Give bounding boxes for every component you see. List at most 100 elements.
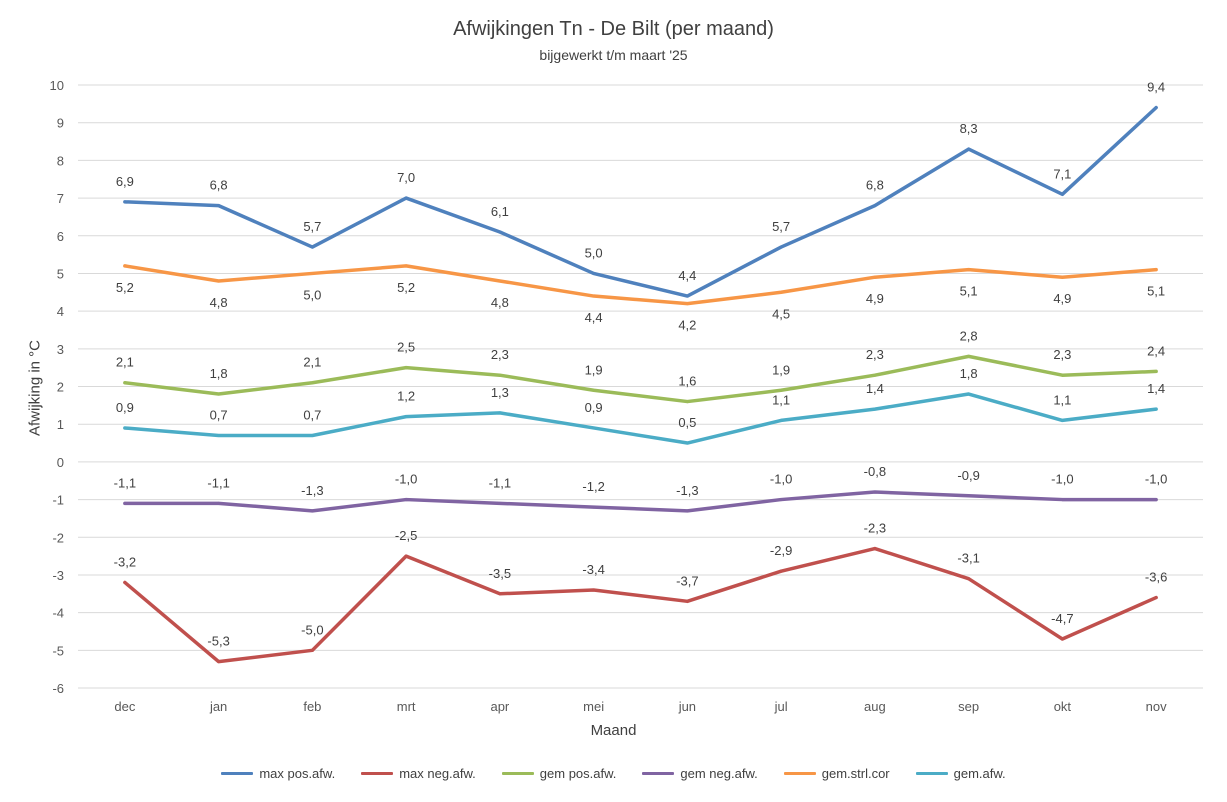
data-point xyxy=(498,230,502,234)
legend-item: gem.strl.cor xyxy=(783,766,890,781)
data-point xyxy=(967,268,971,272)
data-label: -3,5 xyxy=(489,566,511,581)
data-label: 1,1 xyxy=(1053,392,1071,407)
data-point xyxy=(592,271,596,275)
x-tick-label: okt xyxy=(1054,699,1072,714)
legend-label: gem.strl.cor xyxy=(821,766,890,781)
data-point xyxy=(217,501,221,505)
data-label: -1,0 xyxy=(395,472,417,487)
legend-label: gem.afw. xyxy=(953,766,1006,781)
x-tick-label: sep xyxy=(958,699,979,714)
data-point xyxy=(779,388,783,392)
data-point xyxy=(685,400,689,404)
x-tick-label: dec xyxy=(114,699,135,714)
series-line-2 xyxy=(123,546,1158,664)
data-point xyxy=(1060,498,1064,502)
data-label: 4,9 xyxy=(1053,291,1071,306)
series-line-4 xyxy=(123,490,1158,513)
legend-item: max neg.afw. xyxy=(361,766,476,781)
legend-item: max pos.afw. xyxy=(221,766,335,781)
data-point xyxy=(1060,192,1064,196)
data-label: -3,4 xyxy=(582,562,604,577)
y-tick-label: 4 xyxy=(57,304,64,319)
data-point xyxy=(873,407,877,411)
data-label: 2,4 xyxy=(1147,343,1165,358)
series-line-3 xyxy=(123,354,1158,404)
data-point xyxy=(498,373,502,377)
data-label: 6,1 xyxy=(491,204,509,219)
x-tick-label: feb xyxy=(303,699,321,714)
data-point xyxy=(873,204,877,208)
y-tick-label: -2 xyxy=(52,530,64,545)
data-point xyxy=(1154,407,1158,411)
data-label: -3,1 xyxy=(957,551,979,566)
x-tick-label: jun xyxy=(678,699,696,714)
legend-label: gem pos.afw. xyxy=(539,766,617,781)
data-point xyxy=(123,580,127,584)
data-label: 4,2 xyxy=(678,318,696,333)
data-label: 2,1 xyxy=(116,355,134,370)
legend-label: gem neg.afw. xyxy=(680,766,758,781)
data-label: 4,8 xyxy=(491,295,509,310)
data-point xyxy=(592,426,596,430)
data-label: 1,4 xyxy=(1147,381,1165,396)
data-label: 1,9 xyxy=(585,362,603,377)
x-tick-label: apr xyxy=(490,699,509,714)
series-lines xyxy=(123,105,1158,664)
legend-swatch xyxy=(361,772,394,775)
data-point xyxy=(123,501,127,505)
data-label: -3,7 xyxy=(676,573,698,588)
data-label: 2,3 xyxy=(866,347,884,362)
data-label: -1,3 xyxy=(301,483,323,498)
data-label: 1,9 xyxy=(772,362,790,377)
data-label: -1,0 xyxy=(1145,472,1167,487)
data-label: 5,2 xyxy=(116,280,134,295)
data-label: 0,7 xyxy=(303,407,321,422)
data-label: -2,5 xyxy=(395,528,417,543)
data-point xyxy=(123,200,127,204)
legend-swatch xyxy=(783,772,816,775)
data-label: -1,0 xyxy=(1051,472,1073,487)
data-label: -0,9 xyxy=(957,468,979,483)
data-label: -1,0 xyxy=(770,472,792,487)
y-tick-label: 7 xyxy=(57,191,64,206)
legend-swatch xyxy=(501,772,534,775)
data-label: -5,3 xyxy=(207,634,229,649)
series-line-6 xyxy=(123,392,1158,445)
data-point xyxy=(498,501,502,505)
data-label: 5,1 xyxy=(1147,284,1165,299)
data-label: -4,7 xyxy=(1051,611,1073,626)
data-point xyxy=(967,354,971,358)
data-point xyxy=(1060,418,1064,422)
data-label: 5,0 xyxy=(585,245,603,260)
y-axis-title: Afwijking in °C xyxy=(26,339,44,437)
legend-label: max pos.afw. xyxy=(259,766,336,781)
data-point xyxy=(217,279,221,283)
data-point xyxy=(592,294,596,298)
data-label: 0,5 xyxy=(678,415,696,430)
data-label: -3,2 xyxy=(114,554,136,569)
data-point xyxy=(779,290,783,294)
data-label: 4,4 xyxy=(585,310,603,325)
data-label: -1,1 xyxy=(114,475,136,490)
data-labels: 6,9 6,8 5,7 7,0 6,1 5,0 4,4 5,7 6,8 8,3 7,1 9,4 -3,2… xyxy=(114,80,1168,649)
data-point xyxy=(967,494,971,498)
gridlines xyxy=(78,84,1203,689)
y-tick-label: -1 xyxy=(52,493,64,508)
data-label: 2,8 xyxy=(960,328,978,343)
y-tick-label: 5 xyxy=(57,266,64,281)
data-point xyxy=(498,592,502,596)
data-point xyxy=(873,547,877,551)
data-point xyxy=(779,498,783,502)
data-point xyxy=(404,415,408,419)
data-label: 1,6 xyxy=(678,374,696,389)
data-label: -1,2 xyxy=(582,479,604,494)
series-line-1 xyxy=(123,105,1158,298)
y-tick-label: 2 xyxy=(57,380,64,395)
data-point xyxy=(310,509,314,513)
data-point xyxy=(1060,637,1064,641)
x-axis-ticks: dec jan feb mrt apr mei jun jul aug sep okt nov xyxy=(114,699,1167,714)
data-point xyxy=(310,271,314,275)
data-label: 5,7 xyxy=(772,219,790,234)
